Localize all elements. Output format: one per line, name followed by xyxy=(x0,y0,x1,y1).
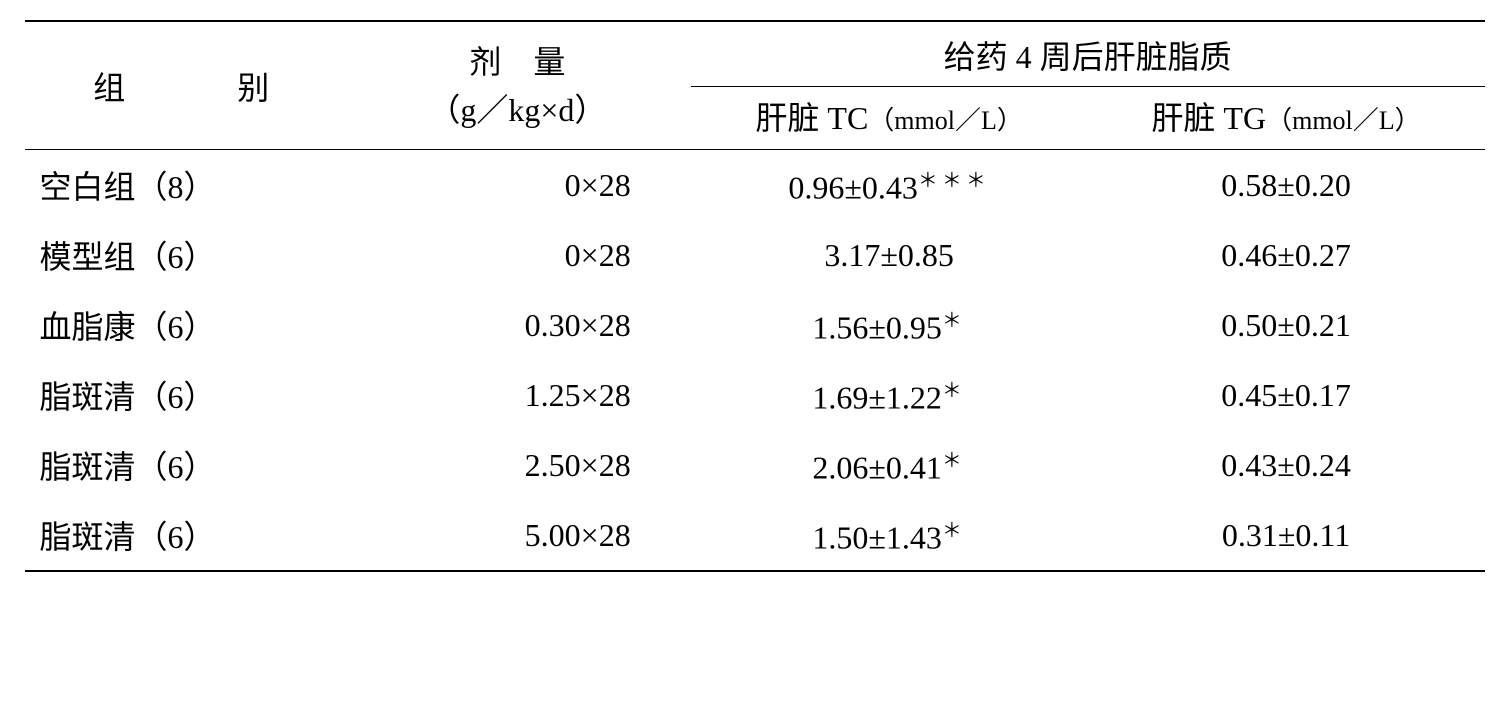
tc-sup: ＊ xyxy=(942,450,966,472)
tc-value: 1.69±1.22 xyxy=(812,379,942,415)
table-row: 血脂康（6） 0.30×28 1.56±0.95＊ 0.50±0.21 xyxy=(25,290,1485,360)
cell-dose: 0×28 xyxy=(366,150,691,221)
cell-tg: 0.43±0.24 xyxy=(1088,430,1485,500)
table-row: 空白组（8） 0×28 0.96±0.43＊＊＊ 0.58±0.20 xyxy=(25,150,1485,221)
cell-dose: 0.30×28 xyxy=(366,290,691,360)
cell-tc: 1.69±1.22＊ xyxy=(691,360,1088,430)
header-tc: 肝脏 TC（mmol／L） xyxy=(691,87,1088,150)
tc-value: 3.17±0.85 xyxy=(824,237,954,273)
cell-group: 空白组（8） xyxy=(25,150,367,221)
cell-group: 模型组（6） xyxy=(25,220,367,290)
cell-tc: 1.50±1.43＊ xyxy=(691,500,1088,571)
header-group: 组 别 xyxy=(25,21,367,150)
tc-sup: ＊ xyxy=(942,520,966,542)
tc-value: 1.56±0.95 xyxy=(812,309,942,345)
cell-tc: 2.06±0.41＊ xyxy=(691,430,1088,500)
table-row: 模型组（6） 0×28 3.17±0.85 0.46±0.27 xyxy=(25,220,1485,290)
header-liver-lipid: 给药 4 周后肝脏脂质 xyxy=(691,21,1485,87)
tc-sup: ＊＊＊ xyxy=(918,170,990,192)
liver-lipid-table: 组 别 剂 量 （g／kg×d） 给药 4 周后肝脏脂质 肝脏 TC（mmol／… xyxy=(25,20,1485,572)
cell-tg: 0.58±0.20 xyxy=(1088,150,1485,221)
cell-tg: 0.46±0.27 xyxy=(1088,220,1485,290)
header-tg: 肝脏 TG（mmol／L） xyxy=(1088,87,1485,150)
header-row-1: 组 别 剂 量 （g／kg×d） 给药 4 周后肝脏脂质 xyxy=(25,21,1485,87)
cell-tc: 0.96±0.43＊＊＊ xyxy=(691,150,1088,221)
cell-dose: 1.25×28 xyxy=(366,360,691,430)
cell-group: 脂斑清（6） xyxy=(25,500,367,571)
cell-group: 脂斑清（6） xyxy=(25,360,367,430)
tg-label: 肝脏 TG xyxy=(1151,100,1266,136)
header-dose: 剂 量 （g／kg×d） xyxy=(366,21,691,150)
tc-unit: （mmol／L） xyxy=(868,106,1023,135)
tc-sup: ＊ xyxy=(942,310,966,332)
tc-value: 0.96±0.43 xyxy=(788,169,918,205)
cell-tg: 0.45±0.17 xyxy=(1088,360,1485,430)
cell-tg: 0.31±0.11 xyxy=(1088,500,1485,571)
table-row: 脂斑清（6） 1.25×28 1.69±1.22＊ 0.45±0.17 xyxy=(25,360,1485,430)
table-row: 脂斑清（6） 2.50×28 2.06±0.41＊ 0.43±0.24 xyxy=(25,430,1485,500)
table-body: 空白组（8） 0×28 0.96±0.43＊＊＊ 0.58±0.20 模型组（6… xyxy=(25,150,1485,572)
dose-label: 剂 量 xyxy=(469,44,565,80)
tc-label: 肝脏 TC xyxy=(755,100,868,136)
data-table-container: 组 别 剂 量 （g／kg×d） 给药 4 周后肝脏脂质 肝脏 TC（mmol／… xyxy=(25,20,1485,572)
dose-unit: （g／kg×d） xyxy=(428,92,606,128)
cell-group: 脂斑清（6） xyxy=(25,430,367,500)
cell-dose: 2.50×28 xyxy=(366,430,691,500)
cell-tc: 1.56±0.95＊ xyxy=(691,290,1088,360)
table-row: 脂斑清（6） 5.00×28 1.50±1.43＊ 0.31±0.11 xyxy=(25,500,1485,571)
tg-unit: （mmol／L） xyxy=(1266,106,1421,135)
cell-tg: 0.50±0.21 xyxy=(1088,290,1485,360)
cell-group: 血脂康（6） xyxy=(25,290,367,360)
cell-tc: 3.17±0.85 xyxy=(691,220,1088,290)
tc-value: 2.06±0.41 xyxy=(812,449,942,485)
tc-value: 1.50±1.43 xyxy=(812,519,942,555)
cell-dose: 0×28 xyxy=(366,220,691,290)
cell-dose: 5.00×28 xyxy=(366,500,691,571)
tc-sup: ＊ xyxy=(942,380,966,402)
